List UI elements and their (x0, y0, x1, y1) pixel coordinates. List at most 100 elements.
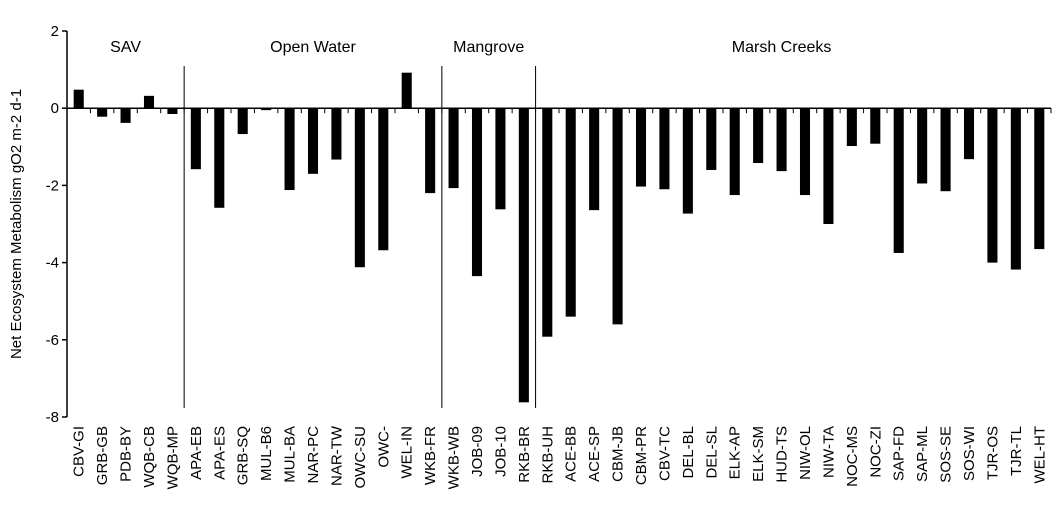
bar (261, 108, 272, 111)
group-labels: SAV Open Water Mangrove Marsh Creeks (110, 39, 831, 56)
bar (706, 108, 717, 170)
bar (1010, 108, 1021, 270)
bar (729, 108, 740, 196)
x-tick-label: WQB-MP (164, 426, 181, 489)
bar (237, 108, 248, 135)
x-tick-label: TJR-OS (984, 426, 1001, 480)
bar (448, 108, 459, 189)
y-axis: 2 0 -2 -4 -6 -8 (46, 23, 68, 426)
bar (799, 108, 811, 196)
bar (378, 108, 389, 251)
x-tick-label: MUL-BA (282, 426, 299, 483)
bar (870, 108, 881, 144)
x-tick-label: TJR-TL (1008, 426, 1025, 476)
x-tick-label: NOC-ZI (867, 426, 884, 478)
x-tick-label: DEL-BL (680, 426, 697, 479)
x-tick-labels: CBV-GI GRB-GB PDB-BY WQB-CB WQB-MP APA-EB APA-… (71, 425, 1049, 489)
x-tick-label: NIW-OL (797, 426, 814, 480)
y-axis-label: Net Ecosystem Metabolism gO2 m-2 d-1 (8, 89, 25, 359)
y-tick-label: -8 (46, 409, 59, 426)
x-tick-label: ACE-SP (586, 426, 603, 482)
bar (284, 108, 295, 191)
bar (612, 108, 623, 325)
bar (1034, 108, 1045, 250)
x-tick-label: HUD-TS (774, 426, 791, 483)
x-tick-label: CBM-PR (633, 426, 650, 485)
bar (471, 108, 483, 277)
group-label: Open Water (270, 39, 356, 56)
y-tick-label: -6 (46, 332, 59, 349)
bar (542, 108, 553, 337)
bar (776, 108, 787, 172)
bar (495, 108, 506, 210)
x-tick-label: CBV-GI (71, 426, 88, 477)
bar (565, 108, 576, 317)
x-tick-label: ELK-SM (750, 426, 767, 482)
x-tick-label: SOS-WI (961, 426, 978, 481)
x-tick-label: NOC-MS (844, 426, 861, 487)
bar (659, 108, 670, 190)
bars (73, 72, 1045, 403)
bar (589, 108, 600, 211)
bar (518, 108, 529, 403)
bar (893, 108, 904, 253)
bar (425, 108, 436, 194)
bar (331, 108, 342, 160)
bar (917, 108, 928, 184)
x-tick-label: CBV-TC (656, 426, 673, 481)
y-tick-label: 2 (51, 23, 59, 40)
x-tick-label: NIW-TA (820, 426, 837, 478)
group-label: Marsh Creeks (732, 39, 832, 56)
bar (823, 108, 834, 224)
x-tick-label: ACE-BB (563, 426, 580, 482)
y-tick-label: 0 (51, 100, 59, 117)
x-tick-label: WKB-FR (422, 426, 439, 485)
group-label: Mangrove (453, 39, 524, 56)
x-tick-label: PDB-BY (118, 426, 135, 482)
x-tick-label: WEL-IN (399, 426, 416, 479)
x-tick-label: SAP-FD (891, 426, 908, 481)
x-tick-label: GRB-SQ (235, 426, 252, 485)
x-tick-label: APA-EB (188, 426, 205, 480)
bar (73, 89, 84, 109)
bar (963, 108, 975, 160)
y-tick-label: -4 (46, 255, 59, 272)
y-tick-label: -2 (46, 177, 59, 194)
x-tick-label: WQB-CB (141, 426, 158, 488)
bar (635, 108, 647, 187)
bar (354, 108, 365, 268)
bar (846, 108, 857, 147)
x-tick-label: SOS-SE (938, 426, 955, 483)
group-label: SAV (110, 39, 141, 56)
bar (214, 108, 225, 208)
x-tick-label: DEL-SL (703, 426, 720, 479)
group-separators (183, 66, 537, 408)
x-tick-label: WKB-WB (446, 426, 463, 489)
x-tick-label: WEL-HT (1031, 426, 1048, 484)
bar (401, 72, 412, 109)
x-tick-label: NAR-TW (328, 425, 345, 486)
x-tick-label: RKB-UH (539, 426, 556, 484)
bar (120, 108, 131, 123)
bar (190, 108, 201, 170)
x-tick-label: RKB-BR (516, 426, 533, 483)
bar (987, 108, 998, 263)
bar (940, 108, 951, 192)
x-tick-label: CBM-JB (610, 426, 627, 482)
x-tick-label: NAR-PC (305, 426, 322, 484)
x-tick-label: JOB-09 (469, 426, 486, 477)
x-tick-label: OWC- (375, 426, 392, 468)
bar (97, 108, 108, 117)
bar (167, 108, 178, 114)
x-tick-label: MUL-B6 (258, 426, 275, 481)
x-tick-label: SAP-ML (914, 426, 931, 482)
x-tick-label: OWC-SU (352, 426, 369, 489)
bar (307, 108, 319, 174)
x-tick-label: APA-ES (211, 426, 228, 480)
bar (753, 108, 764, 164)
x-tick-label: JOB-10 (492, 426, 509, 477)
x-tick-label: ELK-AP (727, 426, 744, 479)
bar (143, 95, 155, 109)
x-tick-label: GRB-GB (94, 426, 111, 485)
